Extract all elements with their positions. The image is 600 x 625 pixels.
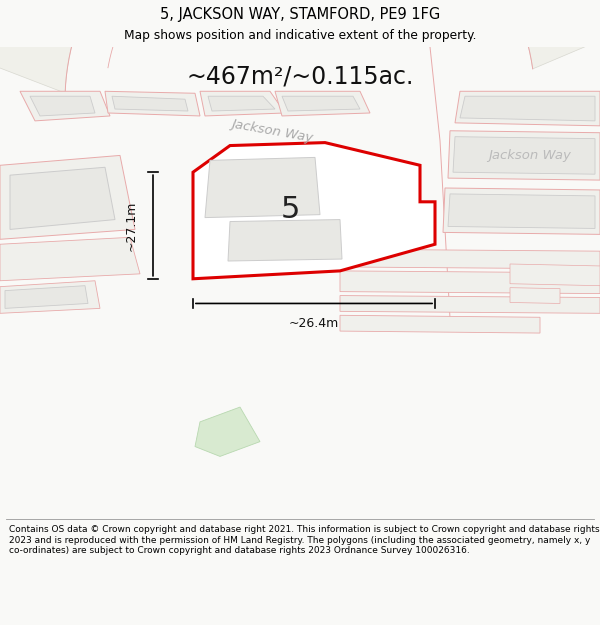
Polygon shape: [20, 91, 110, 121]
Text: 5: 5: [280, 195, 299, 224]
Text: 5, JACKSON WAY, STAMFORD, PE9 1FG: 5, JACKSON WAY, STAMFORD, PE9 1FG: [160, 6, 440, 21]
Polygon shape: [10, 168, 115, 229]
Polygon shape: [448, 131, 600, 180]
Text: ~467m²/~0.115ac.: ~467m²/~0.115ac.: [187, 64, 413, 89]
Polygon shape: [30, 96, 95, 116]
Polygon shape: [455, 91, 600, 126]
Polygon shape: [510, 264, 600, 286]
Polygon shape: [105, 91, 200, 116]
Polygon shape: [0, 156, 135, 239]
Polygon shape: [453, 137, 595, 174]
Text: Map shows position and indicative extent of the property.: Map shows position and indicative extent…: [124, 29, 476, 42]
Text: Jackson Way: Jackson Way: [488, 149, 571, 162]
Polygon shape: [5, 286, 88, 308]
Polygon shape: [282, 96, 360, 111]
Text: ~26.4m: ~26.4m: [289, 317, 339, 330]
Text: Contains OS data © Crown copyright and database right 2021. This information is : Contains OS data © Crown copyright and d…: [9, 526, 599, 555]
Text: Jackson Way: Jackson Way: [230, 117, 314, 144]
Polygon shape: [340, 249, 600, 269]
Polygon shape: [340, 315, 540, 333]
Polygon shape: [205, 158, 320, 218]
Text: ~27.1m: ~27.1m: [125, 200, 137, 251]
Polygon shape: [0, 238, 140, 281]
Polygon shape: [112, 96, 188, 111]
Polygon shape: [275, 91, 370, 116]
Polygon shape: [195, 407, 260, 456]
Polygon shape: [0, 0, 600, 93]
Polygon shape: [208, 96, 275, 111]
Polygon shape: [340, 296, 600, 313]
Polygon shape: [340, 271, 600, 294]
Polygon shape: [193, 142, 435, 279]
Polygon shape: [443, 188, 600, 234]
Polygon shape: [448, 194, 595, 229]
Polygon shape: [200, 91, 285, 116]
Polygon shape: [0, 281, 100, 313]
Polygon shape: [460, 96, 595, 121]
Polygon shape: [510, 288, 560, 304]
Polygon shape: [228, 219, 342, 261]
